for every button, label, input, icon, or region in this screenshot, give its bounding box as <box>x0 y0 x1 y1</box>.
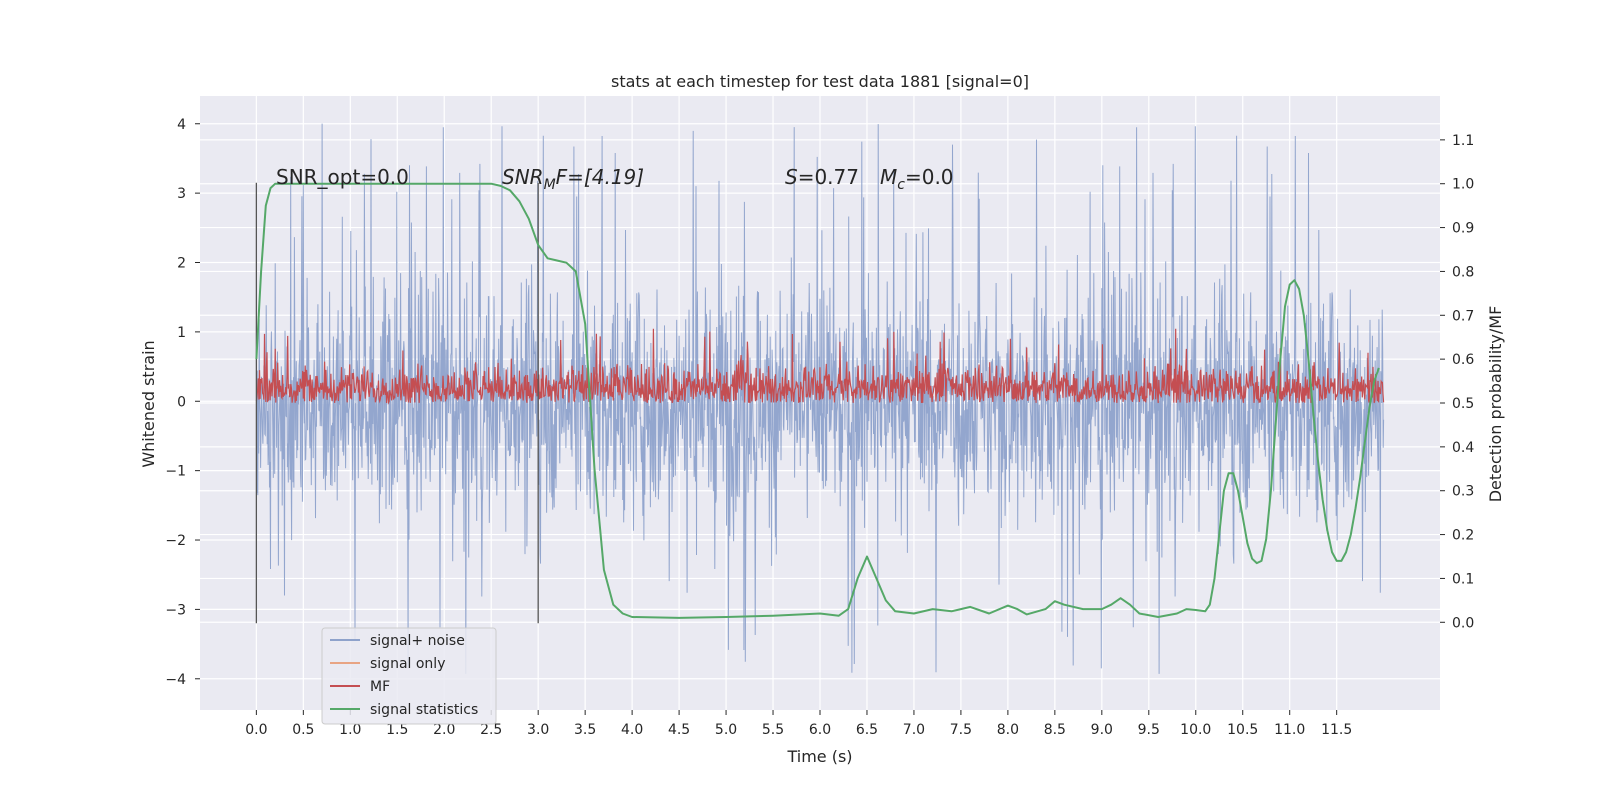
x-tick-label: 3.0 <box>527 722 549 738</box>
mc-sub: c <box>897 177 905 193</box>
x-tick-label: 5.5 <box>762 722 784 738</box>
y-tick-label-right: 1.1 <box>1452 133 1474 149</box>
signal-noise-series <box>255 123 1385 674</box>
y-tick-label-left: −2 <box>165 533 186 549</box>
y-tick-label-left: 1 <box>177 325 186 341</box>
vertical-markers <box>255 182 539 624</box>
x-tick-label: 10.0 <box>1180 722 1211 738</box>
legend-label-signal-only: signal only <box>370 656 445 672</box>
y-tick-label-left: −1 <box>165 464 186 480</box>
y-tick-label-left: −3 <box>165 602 186 618</box>
annotation-snr-opt: SNR_opt=0.0 <box>276 165 409 189</box>
y-tick-label-right: 0.4 <box>1452 440 1474 456</box>
mc-label: M <box>880 165 897 189</box>
y-axis-label-right: Detection probability/MF <box>1486 306 1505 503</box>
x-tick-label: 11.0 <box>1274 722 1305 738</box>
axis-ticks: 0.0 0.5 1.0 1.5 2.0 2.5 3.0 3.5 4.0 4.5 5.0 5.5 6.0 6… <box>165 117 1474 738</box>
chart-title: stats at each timestep for test data 188… <box>611 72 1029 91</box>
x-tick-label: 2.5 <box>480 722 502 738</box>
legend-label-mf: MF <box>370 679 390 695</box>
s-label: S <box>785 165 798 189</box>
signal-statistics-line <box>255 182 1380 619</box>
legend-box <box>321 627 497 725</box>
x-tick-label: 7.5 <box>950 722 972 738</box>
y-axis-label-left: Whitened strain <box>139 340 158 467</box>
x-tick-label: 11.5 <box>1321 722 1352 738</box>
mc-value: =0.0 <box>905 165 954 189</box>
x-tick-label: 10.5 <box>1227 722 1258 738</box>
x-tick-label: 5.0 <box>715 722 737 738</box>
legend-label-stats: signal statistics <box>370 702 478 718</box>
annotation-mc-value: Mc=0.0 <box>880 165 954 193</box>
y-tick-label-left: 4 <box>177 117 186 133</box>
x-axis-label: Time (s) <box>786 747 852 766</box>
x-tick-label: 8.0 <box>997 722 1019 738</box>
y-tick-label-right: 1.0 <box>1452 177 1474 193</box>
x-tick-label: 8.5 <box>1044 722 1066 738</box>
annotation-s-value: S=0.77 <box>785 165 859 189</box>
snr-mf-sub: M <box>544 177 556 193</box>
x-tick-label: 7.0 <box>903 722 925 738</box>
x-tick-label: 2.0 <box>433 722 455 738</box>
x-tick-label: 0.0 <box>245 722 267 738</box>
y-tick-label-right: 0.0 <box>1452 615 1474 631</box>
mf-line <box>255 328 1385 405</box>
y-tick-label-right: 0.9 <box>1452 221 1474 237</box>
y-tick-label-left: −4 <box>165 672 186 688</box>
x-tick-label: 4.0 <box>621 722 643 738</box>
legend: signal+ noise signal only MF signal stat… <box>321 627 497 725</box>
x-tick-label: 1.5 <box>386 722 408 738</box>
x-tick-label: 3.5 <box>574 722 596 738</box>
signal-noise-line <box>255 123 1385 674</box>
x-tick-label: 1.0 <box>339 722 361 738</box>
mf-series <box>255 328 1385 405</box>
y-tick-label-right: 0.8 <box>1452 264 1474 280</box>
y-tick-label-left: 2 <box>177 256 186 272</box>
y-tick-label-right: 0.5 <box>1452 396 1474 412</box>
legend-label-noise: signal+ noise <box>370 633 465 649</box>
x-tick-label: 4.5 <box>668 722 690 738</box>
y-tick-label-right: 0.6 <box>1452 352 1474 368</box>
x-tick-label: 9.0 <box>1091 722 1113 738</box>
snr-mf-main: SNR <box>502 165 544 189</box>
snr-mf-rest: F=[4.19] <box>556 165 644 189</box>
y-tick-label-right: 0.2 <box>1452 528 1474 544</box>
x-tick-label: 6.5 <box>856 722 878 738</box>
s-value: =0.77 <box>798 165 859 189</box>
x-tick-label: 0.5 <box>292 722 314 738</box>
x-tick-label: 6.0 <box>809 722 831 738</box>
y-tick-label-right: 0.1 <box>1452 571 1474 587</box>
y-tick-label-left: 0 <box>177 394 186 410</box>
y-tick-label-right: 0.7 <box>1452 308 1474 324</box>
x-tick-label: 9.5 <box>1138 722 1160 738</box>
y-tick-label-right: 0.3 <box>1452 484 1474 500</box>
signal-statistics-series <box>255 182 1380 619</box>
annotation-snr-mf: SNRMF=[4.19] <box>502 165 644 193</box>
y-tick-label-left: 3 <box>177 186 186 202</box>
